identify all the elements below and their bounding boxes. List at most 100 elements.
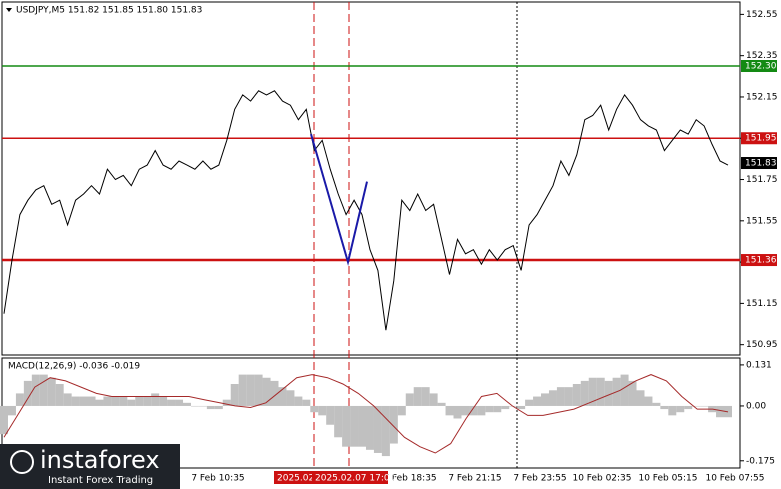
x-tick-label: 10 Feb 05:15 [638,474,697,484]
histogram-bar [143,396,152,406]
x-tick-label: 7 Feb 18:35 [383,474,436,484]
histogram-bar [541,393,550,406]
histogram-bar [668,405,677,416]
level-tag [741,59,777,72]
histogram-bar [206,405,215,410]
histogram-bar [31,374,40,406]
histogram-bar [47,377,56,406]
histogram-bar [692,405,701,407]
histogram-bar [286,390,295,406]
y-tick-label: 151.75 [746,175,778,185]
histogram-bar [485,405,494,413]
histogram-bar [517,405,526,410]
histogram-bar [15,393,24,406]
histogram-bar [127,399,136,406]
histogram-bar [358,405,367,447]
histogram-bar [119,396,128,406]
histogram-bar [588,377,597,406]
histogram-bar [716,405,725,418]
histogram-bar [405,393,414,406]
histogram-bar [326,405,335,425]
histogram-bar [135,396,144,406]
histogram-bar [71,396,80,406]
histogram-bar [636,390,645,406]
histogram-bar [397,405,406,416]
histogram-bar [501,405,510,410]
price-panel [1,1,741,356]
price-label: 151.83 [745,159,777,169]
histogram-bar [167,399,176,406]
histogram-bar [95,399,104,406]
histogram-bar [533,396,542,406]
histogram-bar [55,384,64,406]
signal-line [3,374,729,454]
histogram-bar [302,399,311,406]
histogram-bar [334,405,343,438]
histogram-bar [222,399,231,406]
histogram-bar [373,405,382,453]
histogram-bar [103,396,112,406]
histogram-bar [556,387,565,406]
histogram-bar [246,374,255,406]
histogram-bar [381,405,390,457]
histogram-bar [413,387,422,406]
histogram-bar [318,405,327,416]
histogram-bar [572,384,581,406]
level-tag [741,132,777,145]
histogram-bar [596,377,605,406]
macd-label: MACD(12,26,9) -0.036 -0.019 [8,362,140,372]
y-tick-label: 0.131 [746,360,772,370]
y-tick-label: 151.55 [746,216,778,226]
histogram-bar [652,402,661,406]
x-tick-label: 7 Feb 10:35 [191,474,244,484]
histogram-bar [453,405,462,419]
histogram-bar [230,384,239,406]
trend-line [310,133,368,267]
histogram-bar [660,405,669,410]
histogram-bar [159,396,168,406]
x-tick-label: 10 Feb 02:35 [572,474,631,484]
histogram-bar [676,405,685,413]
histogram-bar [310,405,319,413]
crosshair-tag [312,471,388,484]
x-tick-label: 10 Feb 07:55 [705,474,764,484]
level-label: 151.36 [745,256,777,266]
histogram-bar [620,374,629,406]
histogram-bar [644,396,653,406]
histogram-bar [262,377,271,406]
x-tick-label: 7 Feb 21:15 [448,474,501,484]
histogram-bar [684,405,693,410]
y-tick-label: 0.00 [746,401,766,411]
y-tick-label: -0.175 [746,456,775,466]
histogram-bar [525,399,534,406]
histogram-bar [63,393,72,406]
histogram-bar [429,393,438,406]
watermark: instaforex Instant Forex Trading [0,444,180,489]
watermark-bg [0,444,180,489]
crosshair-label: 2025.02.07 17:00 [315,474,396,484]
y-tick-label: 152.15 [746,92,778,102]
price-tag [741,157,777,170]
x-tick-label: 7 Feb 23:55 [513,474,566,484]
histogram-bar [151,393,160,406]
level-tag [741,254,777,267]
crosshair-label: 2025.02 [277,474,314,484]
histogram-bar [445,405,454,416]
y-tick-label: 152.55 [746,10,778,20]
histogram-bar [278,387,287,406]
histogram-bar [238,374,247,406]
histogram-bar [23,380,32,406]
histogram-bar [39,374,48,406]
histogram-bar [350,405,359,447]
histogram-bar [548,390,557,406]
histogram-bar [294,396,303,406]
y-tick-label: 151.15 [746,299,778,309]
histogram-bar [79,396,88,406]
histogram-bar [469,405,478,416]
histogram-bar [421,387,430,406]
histogram-bar [254,374,263,406]
chart-title: USDJPY,M5 151.82 151.85 151.80 151.83 [16,6,202,16]
histogram-bar [175,399,184,406]
histogram-bar [87,396,96,406]
logo [10,450,34,474]
